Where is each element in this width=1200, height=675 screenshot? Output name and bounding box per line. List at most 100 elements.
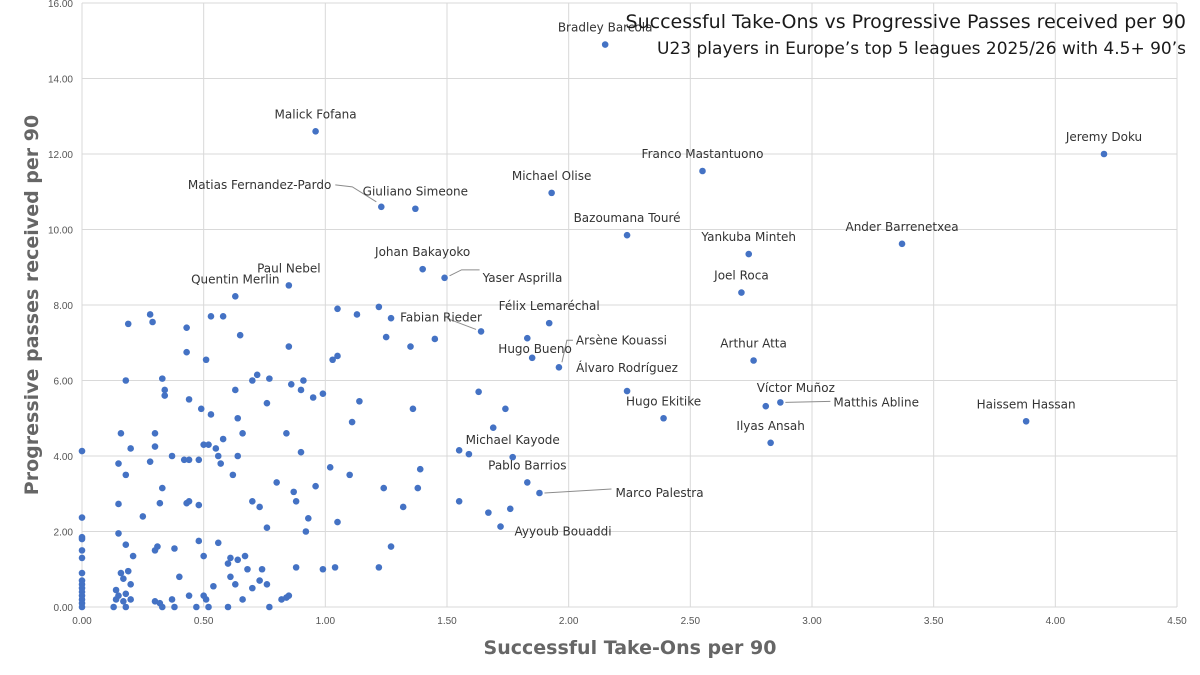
- data-point: [455, 447, 463, 454]
- y-tick-label: 12.00: [48, 150, 73, 161]
- data-point: [414, 484, 422, 492]
- data-point: [185, 396, 193, 403]
- data-point: [122, 603, 130, 611]
- data-point-labeled: [441, 274, 448, 282]
- data-point-labeled: [312, 128, 319, 135]
- data-point: [273, 479, 280, 486]
- data-point: [263, 524, 271, 532]
- data-point-labeled: [412, 205, 419, 213]
- data-point: [334, 518, 341, 526]
- data-point: [346, 471, 353, 479]
- data-point: [214, 452, 222, 460]
- data-point: [292, 498, 300, 505]
- data-point: [229, 471, 237, 479]
- data-point: [171, 603, 178, 611]
- point-label: Haissem Hassan: [977, 397, 1076, 411]
- data-point: [232, 386, 239, 394]
- data-point: [146, 458, 154, 465]
- chart-title: Successful Take-Ons vs Progressive Passe…: [625, 11, 1186, 33]
- point-label: Pablo Barrios: [488, 458, 566, 472]
- data-point: [380, 484, 388, 492]
- data-point: [200, 592, 207, 599]
- data-point: [180, 456, 188, 464]
- data-point: [506, 505, 514, 513]
- data-point-labeled: [536, 489, 543, 497]
- data-point: [287, 380, 295, 388]
- data-point: [195, 537, 203, 545]
- point-label: Ander Barrenetxea: [845, 220, 958, 234]
- data-point: [183, 499, 190, 507]
- data-point: [122, 541, 130, 549]
- data-point: [409, 405, 417, 413]
- point-label: Félix Lemaréchal: [499, 299, 600, 313]
- data-point: [227, 554, 234, 562]
- data-point: [205, 603, 212, 611]
- data-point-labeled: [660, 414, 667, 422]
- data-point-labeled: [524, 479, 531, 486]
- data-point: [183, 324, 190, 331]
- data-point: [159, 484, 166, 492]
- data-point-labeled: [477, 328, 485, 335]
- data-point: [416, 465, 424, 473]
- data-point: [431, 335, 439, 343]
- point-label: Joel Roca: [713, 269, 769, 283]
- data-point: [285, 343, 293, 350]
- data-point: [302, 528, 310, 535]
- data-point: [78, 554, 86, 562]
- x-tick-label: 3.00: [802, 616, 822, 627]
- data-point: [219, 313, 227, 320]
- data-point: [387, 314, 395, 322]
- data-point: [375, 303, 383, 311]
- data-point-labeled: [509, 453, 516, 461]
- data-point: [236, 331, 244, 339]
- data-point: [331, 564, 339, 571]
- data-point: [202, 356, 210, 364]
- data-point: [263, 399, 271, 407]
- data-point: [489, 424, 497, 431]
- data-point: [127, 445, 134, 452]
- data-point-labeled: [623, 231, 631, 239]
- data-point-labeled: [285, 282, 293, 289]
- data-point: [78, 569, 86, 577]
- point-label: Malick Fofana: [275, 107, 357, 121]
- data-point: [239, 596, 246, 603]
- data-point: [326, 464, 334, 471]
- data-point-labeled: [497, 523, 504, 530]
- data-point: [283, 594, 290, 601]
- data-point: [193, 603, 200, 611]
- point-labels: Bradley Barcola Malick Fofana Jeremy Doku F…: [188, 21, 1142, 539]
- data-point: [334, 305, 341, 313]
- data-point: [309, 394, 317, 401]
- data-point-labeled: [545, 319, 553, 327]
- y-tick-label: 14.00: [48, 75, 73, 86]
- point-label: Matias Fernandez-Pardo: [188, 178, 331, 192]
- data-point: [146, 311, 154, 318]
- data-point: [168, 596, 176, 603]
- data-point: [200, 552, 207, 560]
- point-label: Jeremy Doku: [1065, 130, 1142, 144]
- data-point: [356, 397, 363, 405]
- x-axis-title: Successful Take-Ons per 90: [484, 637, 777, 659]
- x-tick-label: 1.50: [437, 616, 457, 627]
- leader-line: [446, 317, 477, 330]
- y-tick-label: 8.00: [54, 301, 74, 312]
- point-label: Hugo Bueno: [498, 342, 572, 356]
- point-label: Matthis Abline: [833, 395, 919, 409]
- data-point: [154, 543, 161, 550]
- data-point: [283, 430, 290, 437]
- data-point: [129, 552, 137, 560]
- data-point: [348, 418, 356, 426]
- data-point-labeled: [738, 289, 745, 296]
- data-point-labeled: [232, 293, 239, 300]
- data-point: [219, 435, 227, 443]
- data-point: [375, 564, 383, 571]
- data-point: [207, 313, 215, 320]
- data-point: [305, 514, 312, 522]
- data-point: [117, 569, 125, 577]
- data-point: [465, 450, 473, 458]
- point-label: Quentin Merlin: [191, 272, 279, 286]
- x-tick-label: 2.00: [559, 616, 579, 627]
- x-tick-label: 1.00: [316, 616, 336, 627]
- data-point: [161, 392, 169, 399]
- data-point: [382, 333, 390, 341]
